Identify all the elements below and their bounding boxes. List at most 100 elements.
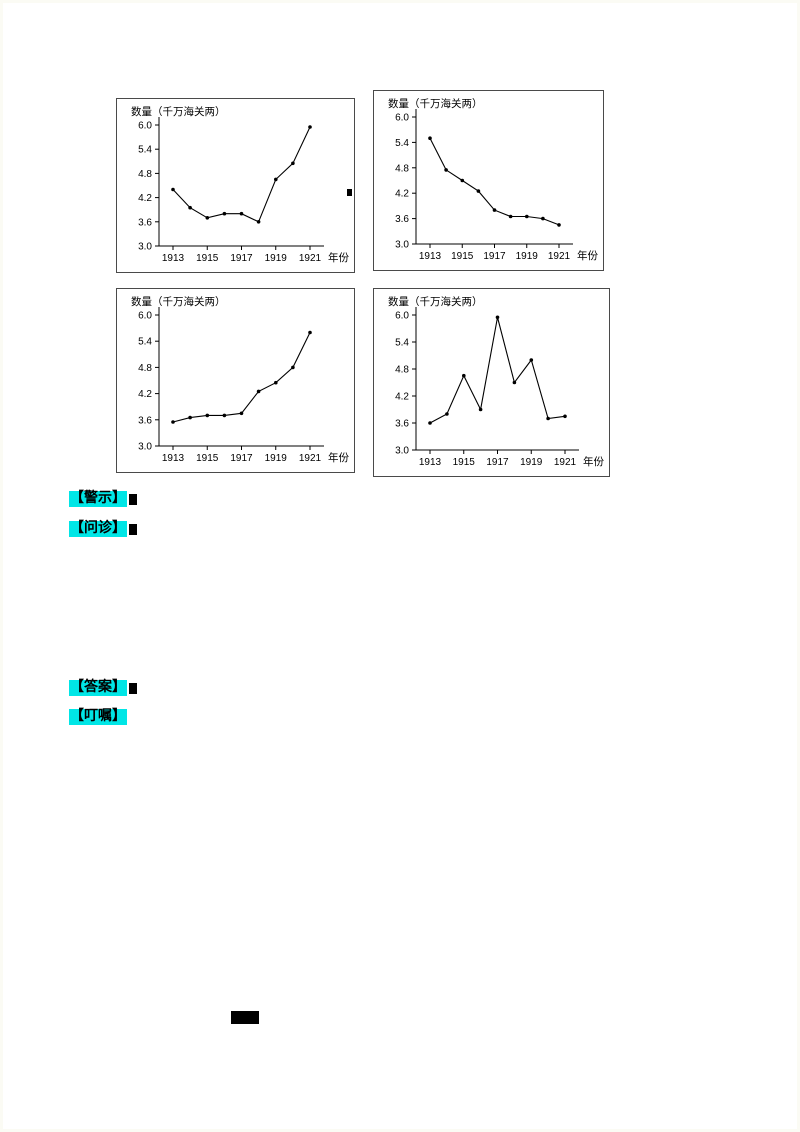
y-tick-label: 6.0 <box>395 113 409 124</box>
x-tick-label: 1919 <box>265 453 288 464</box>
x-tick-label: 1913 <box>162 253 185 264</box>
data-point <box>188 205 192 210</box>
redacted-text-block <box>129 493 137 505</box>
data-point <box>239 411 244 416</box>
data-point <box>291 161 295 166</box>
x-tick-label: 1913 <box>419 457 442 468</box>
y-tick-label: 4.8 <box>138 169 152 180</box>
x-tick-label: 1913 <box>419 251 442 262</box>
data-point <box>308 125 312 129</box>
y-tick-label: 5.4 <box>138 337 152 348</box>
data-point <box>460 178 465 183</box>
data-point <box>291 365 295 370</box>
data-point <box>445 412 449 416</box>
data-point <box>546 416 550 421</box>
y-tick-label: 5.4 <box>395 138 409 149</box>
y-tick-label: 4.8 <box>395 163 409 174</box>
x-axis-label: 年份 <box>328 251 349 264</box>
data-point <box>495 315 500 320</box>
y-tick-label: 4.8 <box>395 365 409 376</box>
data-point <box>478 407 483 412</box>
x-tick-label: 1917 <box>230 453 253 464</box>
chart-title: 数量（千万海关两） <box>131 295 226 308</box>
x-tick-label: 1921 <box>554 457 577 468</box>
chart-title: 数量（千万海关两） <box>388 295 483 308</box>
data-point <box>188 415 192 420</box>
data-point <box>274 380 278 385</box>
data-point <box>222 413 227 418</box>
data-line <box>172 126 311 223</box>
y-tick-label: 4.2 <box>138 193 152 204</box>
data-point <box>525 214 529 219</box>
line-chart-bottom-left: 3.0 3.6 4.2 4.8 5.4 6.0 1913 1915 1917 1919 1921 数量… <box>116 288 355 473</box>
x-tick-label: 1917 <box>486 457 509 468</box>
data-point <box>428 421 432 425</box>
document-page: 3.0 3.6 4.2 4.8 5.4 6.0 1913 1915 1917 1919 1921 数量… <box>3 3 797 1129</box>
x-tick-label: 1917 <box>483 251 506 262</box>
x-tick-label: 1921 <box>299 453 322 464</box>
chart-canvas: 3.0 3.6 4.2 4.8 5.4 6.0 1913 1915 1917 1919 1921 数量… <box>131 295 349 464</box>
data-point <box>529 358 534 362</box>
chart-title: 数量（千万海关两） <box>388 97 483 110</box>
line-chart-bottom-right: 3.0 3.6 4.2 4.8 5.4 6.0 1913 1915 1917 1919 1921 数量… <box>373 288 610 477</box>
data-point <box>541 216 545 221</box>
data-point <box>171 187 175 192</box>
data-point <box>205 216 210 220</box>
x-axis-label: 年份 <box>577 249 598 262</box>
y-tick-label: 3.0 <box>395 240 409 251</box>
data-line <box>172 332 311 423</box>
data-point <box>171 420 175 424</box>
x-tick-label: 1915 <box>451 251 474 262</box>
data-point <box>563 414 567 419</box>
line-chart-top-right: 3.0 3.6 4.2 4.8 5.4 6.0 1913 1915 1917 1919 1921 数量… <box>373 90 604 271</box>
data-point <box>462 373 466 378</box>
data-point <box>274 177 278 182</box>
line-chart-top-left: 3.0 3.6 4.2 4.8 5.4 6.0 1913 1915 1917 1919 1921 数量… <box>116 98 355 273</box>
advice-label-row: 【叮嘱】 <box>69 709 127 725</box>
x-tick-label: 1915 <box>196 253 219 264</box>
y-tick-label: 4.8 <box>138 363 152 374</box>
warning-label: 【警示】 <box>69 491 127 507</box>
redacted-text-block <box>129 523 137 535</box>
x-tick-label: 1919 <box>520 457 543 468</box>
data-point <box>256 389 261 394</box>
answer-label: 【答案】 <box>69 680 127 696</box>
x-axis-label: 年份 <box>328 451 349 464</box>
x-tick-label: 1919 <box>265 253 288 264</box>
x-tick-label: 1921 <box>299 253 322 264</box>
y-tick-label: 4.2 <box>395 189 409 200</box>
chart-canvas: 3.0 3.6 4.2 4.8 5.4 6.0 1913 1915 1917 1919 1921 数量… <box>131 105 349 264</box>
data-line <box>429 317 566 424</box>
x-axis-label: 年份 <box>583 455 604 468</box>
data-point <box>256 220 261 224</box>
y-tick-label: 6.0 <box>395 311 409 322</box>
data-point <box>428 136 432 140</box>
data-point <box>444 168 448 172</box>
answer-label-row: 【答案】 <box>69 680 137 696</box>
inquiry-label: 【问诊】 <box>69 521 127 537</box>
inquiry-label-row: 【问诊】 <box>69 521 137 537</box>
chart-canvas: 3.0 3.6 4.2 4.8 5.4 6.0 1913 1915 1917 1919 1921 数量… <box>388 97 598 262</box>
x-tick-label: 1921 <box>548 251 571 262</box>
y-tick-label: 3.0 <box>138 442 152 453</box>
data-point <box>512 380 517 385</box>
chart-title: 数量（千万海关两） <box>131 105 226 118</box>
chart-canvas: 3.0 3.6 4.2 4.8 5.4 6.0 1913 1915 1917 1919 1921 数量… <box>388 295 604 468</box>
stray-mark <box>347 189 352 196</box>
y-tick-label: 3.6 <box>138 217 152 228</box>
y-tick-label: 3.6 <box>395 419 409 430</box>
data-point <box>476 189 481 193</box>
data-point <box>222 211 227 216</box>
data-point <box>508 214 513 219</box>
y-tick-label: 3.6 <box>395 214 409 225</box>
data-point <box>492 208 497 212</box>
y-tick-label: 6.0 <box>138 121 152 132</box>
y-tick-label: 3.6 <box>138 415 152 426</box>
x-tick-label: 1915 <box>453 457 476 468</box>
y-tick-label: 3.0 <box>138 242 152 253</box>
data-point <box>239 211 244 216</box>
y-tick-label: 4.2 <box>138 389 152 400</box>
redacted-block <box>231 1011 259 1024</box>
y-tick-label: 5.4 <box>395 338 409 349</box>
x-tick-label: 1915 <box>196 453 219 464</box>
